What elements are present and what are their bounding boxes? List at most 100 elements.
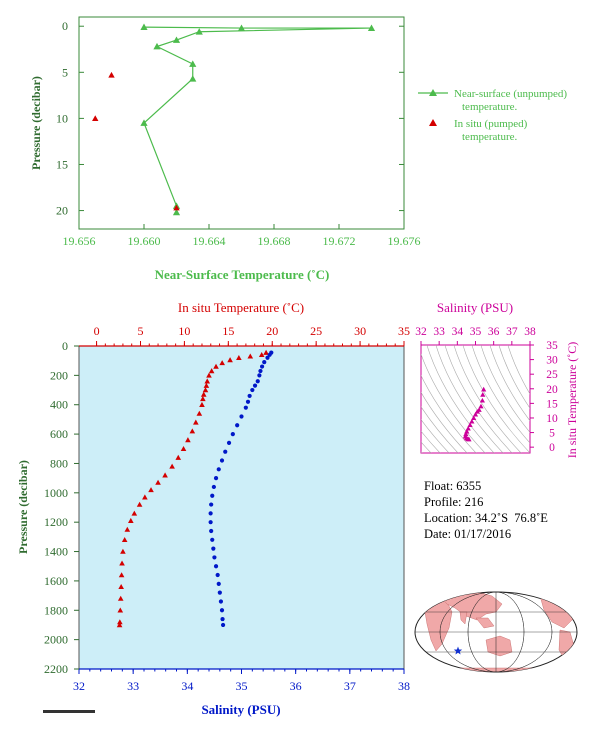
in-situ-temperature-profile-point xyxy=(199,401,205,407)
ts-salinity-tick-label: 34 xyxy=(452,326,464,338)
pressure-tick-label: 2000 xyxy=(44,633,68,647)
salinity-profile-point xyxy=(218,599,224,604)
date-line: Date: 01/17/2016 xyxy=(424,527,512,541)
near-surface-x-tick-label: 19.676 xyxy=(388,234,421,248)
salinity-profile-point xyxy=(250,387,255,393)
ts-axis-ticks: 32 33 34 35 36 37 38 0 5 10 15 20 25 30 35 xyxy=(415,326,558,454)
ts-point xyxy=(478,403,484,409)
salinity-profile-point xyxy=(215,572,220,578)
pressure-tick-label: 1000 xyxy=(44,486,68,500)
salinity-profile-point xyxy=(257,373,262,378)
pressure-tick-label: 2200 xyxy=(44,662,68,676)
in-situ-temperature-profile-point xyxy=(136,501,143,507)
near-surface-y-ticks: 0 5 10 15 20 xyxy=(56,19,404,218)
in-situ-temperature-profile-point xyxy=(128,517,134,523)
salinity-profile-point xyxy=(262,360,267,365)
in-situ-temperature-profile-point xyxy=(202,387,209,393)
profile-line: Profile: 216 xyxy=(424,495,484,509)
density-contour-line xyxy=(489,345,530,422)
density-contour-line xyxy=(453,345,522,453)
near-surface-temperature-point xyxy=(140,119,148,126)
footer-mark xyxy=(43,710,95,713)
profile-chart: 0 5 10 15 20 25 30 35 32 33 34 35 36 37 38 0 200 400 600… xyxy=(16,300,410,717)
in-situ-temperature-profile-point xyxy=(227,357,233,363)
salinity-profile-point xyxy=(209,502,214,507)
map-land-eurasia xyxy=(439,592,503,621)
ts-point xyxy=(469,418,475,424)
ts-salinity-tick-label: 33 xyxy=(433,326,445,338)
near-surface-plot-frame xyxy=(78,16,405,230)
near-surface-temperature-point xyxy=(189,60,197,67)
near-surface-x-tick-label: 19.672 xyxy=(323,234,356,248)
salinity-profile-point xyxy=(208,520,213,525)
in-situ-temperature-profile-point xyxy=(124,526,131,532)
salinity-tick-label: 38 xyxy=(398,679,410,693)
near-surface-legend: Near-surface (unpumped) temperature. In … xyxy=(418,88,567,143)
near-surface-temperature-point xyxy=(367,24,376,31)
density-contour-line xyxy=(435,345,504,453)
float-info-panel: Float: 6355 Profile: 216 Location: 34.2˚… xyxy=(424,478,548,542)
in-situ-temp-tick-label: 25 xyxy=(310,324,322,338)
ts-point xyxy=(471,415,477,421)
near-surface-y-tick-label: 15 xyxy=(56,157,68,171)
in-situ-temperature-profile-point xyxy=(208,368,215,374)
pressure-tick-label: 1800 xyxy=(44,603,68,617)
in-situ-temp-tick-label: 0 xyxy=(94,324,100,338)
in-situ-temperature-profile-point xyxy=(193,419,199,425)
in-situ-temp-tick-label: 20 xyxy=(266,324,278,338)
salinity-profile-point xyxy=(209,528,214,534)
near-surface-x-axis-label: Near-Surface Temperature (˚C) xyxy=(155,267,330,282)
ts-temperature-tick-label: 0 xyxy=(549,442,555,454)
ts-temperature-tick-label: 20 xyxy=(546,384,558,396)
pressure-tick-label: 400 xyxy=(50,398,68,412)
pressure-tick-label: 200 xyxy=(50,368,68,382)
in-situ-temperature-profile-point xyxy=(117,595,124,601)
in-situ-temperature-profile-point xyxy=(119,560,125,566)
ts-point xyxy=(480,392,486,397)
near-surface-y-axis-label: Pressure (decibar) xyxy=(29,76,43,170)
pressure-tick-label: 600 xyxy=(50,427,68,441)
ts-point xyxy=(472,411,479,417)
pressure-tick-label: 800 xyxy=(50,456,68,470)
near-surface-temperature-point xyxy=(189,75,197,82)
near-surface-y-tick-label: 5 xyxy=(62,65,68,79)
salinity-profile-point xyxy=(211,484,216,490)
ts-density-contours xyxy=(421,345,530,453)
in-situ-temperature-profile-point xyxy=(117,619,123,625)
ts-plot-frame xyxy=(420,344,531,454)
profile-plot-background xyxy=(78,345,405,670)
blue-star-icon xyxy=(453,646,463,655)
in-situ-temp-tick-label: 5 xyxy=(137,324,143,338)
in-situ-temperature-profile-point xyxy=(116,622,123,628)
pressure-axis-label: Pressure (decibar) xyxy=(16,460,30,554)
salinity-axis-ticks: 32 33 34 35 36 37 38 xyxy=(73,669,410,693)
salinity-profile-point xyxy=(230,431,235,437)
density-contour-line xyxy=(498,345,530,409)
in-situ-temp-tick-label: 35 xyxy=(398,324,410,338)
salinity-profile-point xyxy=(212,555,217,560)
salinity-profile-point xyxy=(208,511,213,516)
ts-temperature-tick-label: 5 xyxy=(549,428,555,440)
in-situ-temperature-profile-point xyxy=(121,537,128,543)
near-surface-temperature-point xyxy=(172,208,181,216)
map-land-se-asia xyxy=(475,617,495,629)
salinity-profile-point xyxy=(211,546,216,551)
salinity-profile-point xyxy=(220,616,225,622)
density-contour-line xyxy=(421,374,477,453)
in-situ-temperature-profile-point xyxy=(263,349,269,355)
salinity-profile-point xyxy=(258,368,263,374)
salinity-profile-point xyxy=(223,449,228,454)
map-graticule xyxy=(415,591,577,673)
salinity-profile-point xyxy=(252,383,258,388)
salinity-profile-point xyxy=(216,467,221,472)
density-contour-line xyxy=(421,391,468,453)
salinity-profile-point xyxy=(210,493,215,498)
density-contour-line xyxy=(421,353,486,453)
density-contour-line xyxy=(480,345,530,433)
in-situ-temperature-profile-point xyxy=(169,463,175,469)
ts-salinity-tick-label: 35 xyxy=(470,326,482,338)
ts-temperature-tick-label: 25 xyxy=(546,369,558,381)
in-situ-temperature-profile-point xyxy=(196,410,203,416)
salinity-profile-point xyxy=(219,608,225,613)
salinity-profile-point xyxy=(239,414,244,419)
